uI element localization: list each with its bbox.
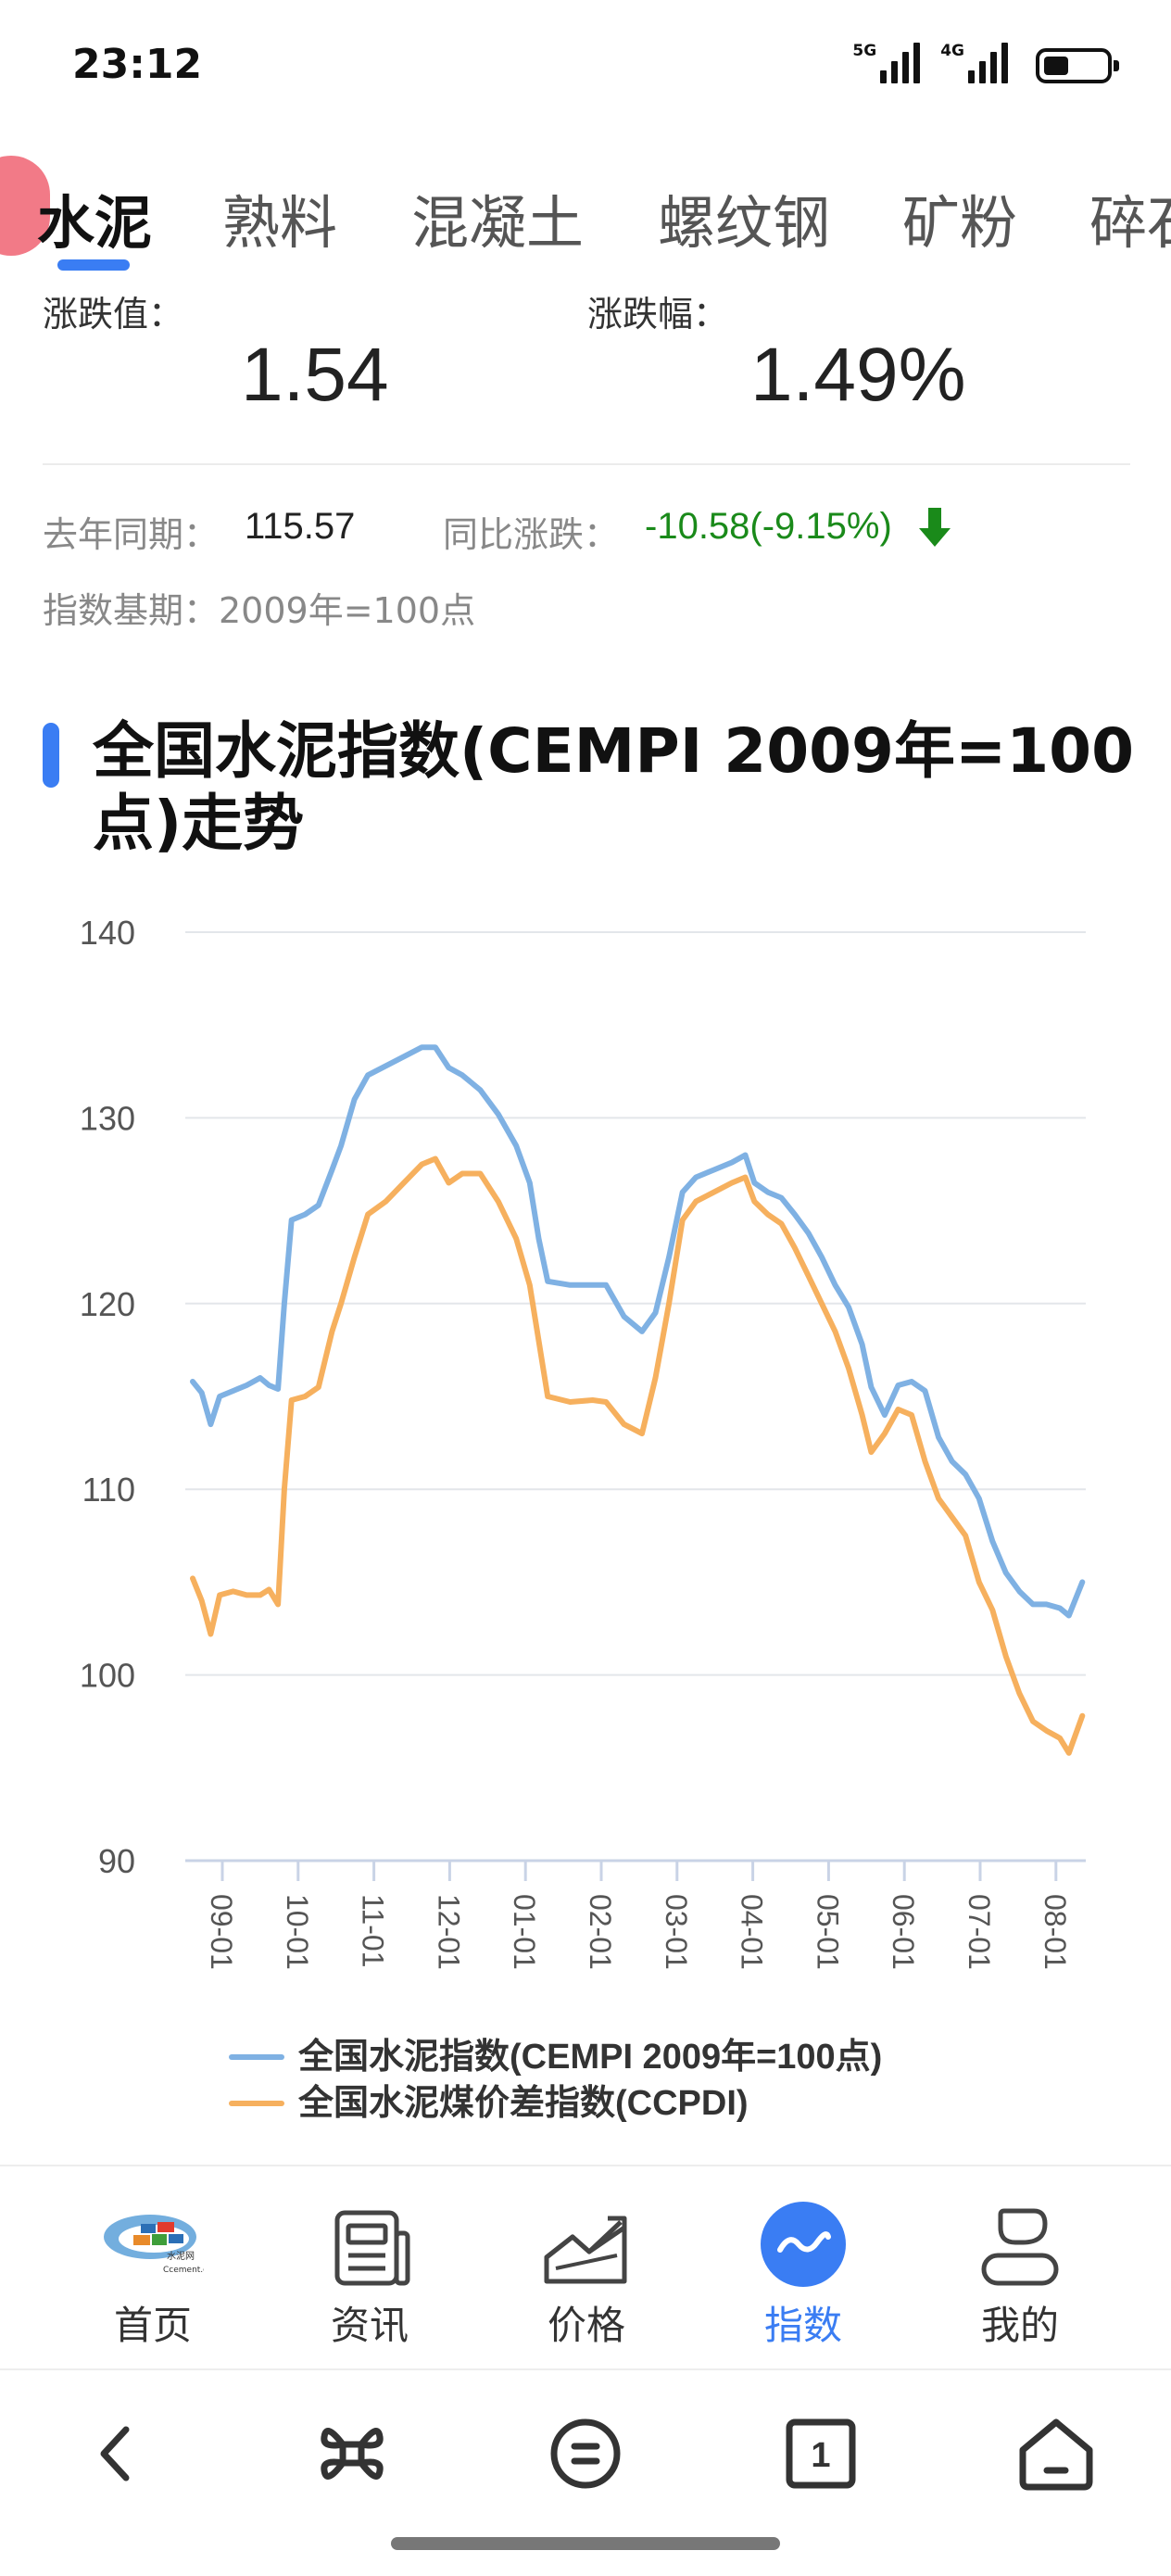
nav-price-label: 价格 [547,2303,625,2348]
y-tick-label: 110 [82,1471,135,1509]
x-axis: 09-01 10-01 11-01 12-01 01-01 02-01 03-01 04-01… [205,1861,1072,1970]
status-indicators: 5G 4G [852,43,1119,83]
nav-news[interactable]: 资讯 [261,2166,478,2370]
change-value-label: 涨跌值： [43,294,184,335]
y-tick-label: 90 [98,1842,135,1880]
price-chart-icon [544,2216,627,2284]
index-base-period: 指数基期：2009年=100点 [43,590,476,631]
legend-label: 全国水泥指数(CEMPI 2009年=100点) [297,2037,882,2077]
battery-icon [1036,48,1119,83]
y-tick-label: 120 [80,1285,135,1323]
y-tick-label: 140 [80,914,135,952]
ccement-logo-icon: 水泥网 Ccement.com [104,2215,204,2275]
news-icon [334,2210,410,2286]
x-tick-label: 03-01 [660,1894,693,1970]
category-tabs: 水泥 熟料 混凝土 螺纹钢 矿粉 碎石 [0,156,1171,276]
shortcut-icon[interactable] [306,2407,398,2500]
series-line-ccpdi [190,1155,1086,1756]
x-tick-label: 12-01 [432,1894,465,1970]
tab-gravel[interactable]: 碎石 [1089,189,1171,257]
x-tick-label: 10-01 [281,1894,314,1970]
tab-cement[interactable]: 水泥 [37,189,153,257]
chart-series [190,1044,1086,1756]
index-wave-icon [761,2202,846,2287]
x-tick-label: 06-01 [887,1894,920,1970]
profile-icon [981,2208,1059,2286]
battery-level [1044,57,1068,75]
x-tick-label: 05-01 [811,1894,844,1970]
down-arrow-icon [919,508,951,547]
home-icon[interactable] [1010,2407,1102,2500]
tab-count: 1 [811,2436,830,2475]
change-value: 1.54 [241,333,389,417]
change-pct: 1.49% [750,333,966,417]
svg-text:Ccement.com: Ccement.com [163,2266,204,2275]
menu-icon[interactable] [539,2407,632,2500]
nav-index-label: 指数 [763,2303,842,2348]
nav-home-label: 首页 [113,2303,192,2348]
tab-clinker[interactable]: 熟料 [222,189,338,257]
x-tick-label: 07-01 [963,1894,996,1970]
status-bar: 23:12 5G 4G [0,0,1171,130]
x-tick-label: 01-01 [508,1894,541,1970]
yoy-value: -10.58(-9.15%) [645,506,892,547]
tabs-icon[interactable]: 1 [774,2407,867,2500]
nav-profile[interactable]: 我的 [912,2166,1128,2370]
divider [43,463,1130,465]
nav-price[interactable]: 价格 [478,2166,695,2370]
yoy-label: 同比涨跌： [443,514,620,555]
last-year-label: 去年同期： [43,514,220,555]
chart-legend: 全国水泥指数(CEMPI 2009年=100点) 全国水泥煤价差指数(CCPDI) [229,2037,882,2123]
x-tick-label: 08-01 [1039,1894,1072,1970]
system-nav-bar: 1 [0,2368,1171,2576]
notification-dot [0,156,50,256]
last-year-value: 115.57 [245,506,356,547]
nav-index[interactable]: 指数 [695,2166,912,2370]
signal-4g-icon: 4G [940,43,1008,83]
nav-home[interactable]: 水泥网 Ccement.com 首页 [44,2166,261,2370]
change-pct-label: 涨跌幅： [587,294,729,335]
x-tick-label: 11-01 [357,1894,390,1967]
tab-slag-powder[interactable]: 矿粉 [902,189,1018,257]
index-trend-chart: 90 100 110 120 130 140 09-01 10-01 11-01 12-01 01… [80,914,1086,2123]
nav-news-label: 资讯 [330,2303,409,2348]
series-line-cempi [190,1044,1086,1619]
tab-rebar[interactable]: 螺纹钢 [658,189,831,257]
status-time: 23:12 [72,41,203,88]
x-tick-label: 02-01 [584,1894,617,1970]
chart-title: 全国水泥指数(CEMPI 2009年=100点)走势 [93,715,1135,859]
y-tick-label: 100 [80,1657,135,1695]
nav-profile-label: 我的 [980,2303,1059,2348]
bottom-nav: 水泥网 Ccement.com 首页 资讯 价格 指数 [0,2165,1171,2368]
x-tick-label: 09-01 [205,1894,238,1970]
signal-5g-icon: 5G [852,43,921,83]
title-accent-bar [43,723,59,788]
active-tab-indicator [57,259,130,271]
x-tick-label: 04-01 [736,1894,769,1970]
svg-text:水泥网: 水泥网 [167,2250,195,2262]
chart-grid: 90 100 110 120 130 140 [80,914,1086,1880]
tab-concrete[interactable]: 混凝土 [411,189,585,257]
y-tick-label: 130 [80,1099,135,1137]
back-icon[interactable] [69,2407,161,2500]
gesture-home-indicator[interactable] [391,2537,780,2550]
legend-label: 全国水泥煤价差指数(CCPDI) [297,2083,749,2123]
